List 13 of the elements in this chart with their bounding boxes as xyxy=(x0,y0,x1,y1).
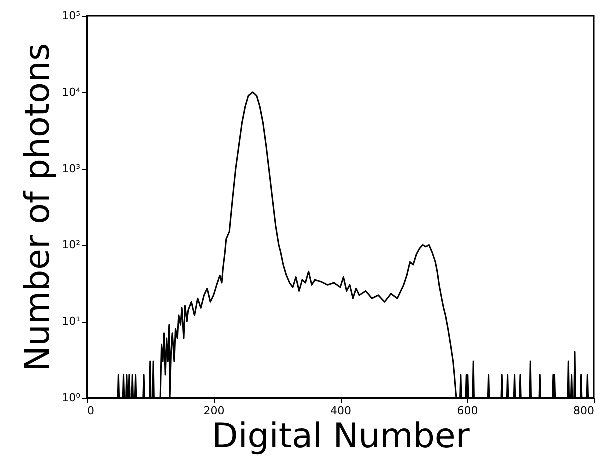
y-axis-title: Number of photons xyxy=(18,43,58,372)
y-tick-label: 10⁴ xyxy=(62,86,82,99)
y-tick-label: 10⁰ xyxy=(62,392,82,404)
x-tick-label: 200 xyxy=(204,404,225,418)
x-axis-title: Digital Number xyxy=(212,416,470,456)
x-tick-label: 600 xyxy=(457,404,478,418)
y-tick-label: 10² xyxy=(62,238,80,252)
y-tick-label: 10³ xyxy=(62,162,80,176)
y-tick-label: 10⁵ xyxy=(62,10,80,22)
x-tick-label: 400 xyxy=(330,404,352,418)
x-tick-label: 800 xyxy=(574,404,594,418)
x-tick-label: 0 xyxy=(88,404,94,418)
y-tick-label: 10¹ xyxy=(62,315,80,328)
